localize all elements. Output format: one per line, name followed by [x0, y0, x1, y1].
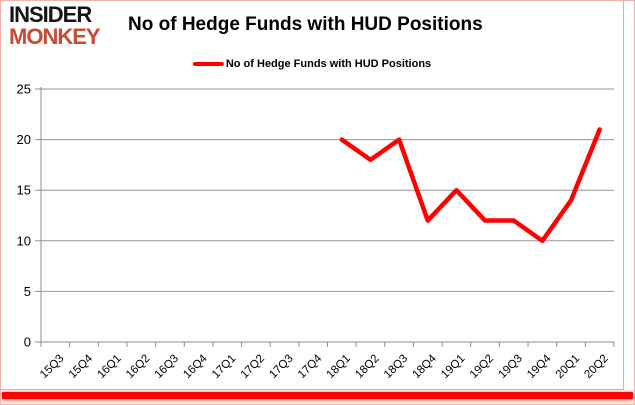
svg-text:17Q2: 17Q2 [239, 353, 267, 381]
svg-text:5: 5 [24, 284, 31, 299]
svg-text:18Q2: 18Q2 [353, 353, 381, 381]
chart-title: No of Hedge Funds with HUD Positions [128, 14, 483, 35]
insider-monkey-logo: INSIDER MONKEY [9, 2, 101, 49]
svg-text:20Q1: 20Q1 [554, 353, 582, 381]
svg-text:17Q3: 17Q3 [267, 353, 295, 381]
svg-text:20Q2: 20Q2 [582, 353, 610, 381]
legend-label: No of Hedge Funds with HUD Positions [225, 58, 432, 70]
svg-text:17Q4: 17Q4 [296, 352, 325, 381]
bottom-accent-bar [2, 392, 633, 399]
svg-text:16Q1: 16Q1 [95, 353, 123, 381]
chart-image: INSIDER MONKEY No of Hedge Funds with HU… [1, 1, 624, 390]
svg-text:18Q1: 18Q1 [325, 353, 353, 381]
svg-text:16Q2: 16Q2 [124, 353, 152, 381]
svg-text:15Q3: 15Q3 [38, 353, 66, 381]
svg-text:16Q4: 16Q4 [181, 352, 210, 381]
svg-text:16Q3: 16Q3 [153, 353, 181, 381]
svg-text:19Q1: 19Q1 [439, 353, 467, 381]
svg-text:10: 10 [17, 233, 31, 248]
svg-text:19Q4: 19Q4 [525, 352, 554, 381]
chart-legend: No of Hedge Funds with HUD Positions [192, 58, 432, 70]
legend-line-marker [192, 61, 224, 67]
svg-text:18Q3: 18Q3 [382, 353, 410, 381]
svg-text:15Q4: 15Q4 [67, 352, 96, 381]
svg-text:19Q2: 19Q2 [468, 353, 496, 381]
logo-line-monkey: MONKEY [9, 24, 101, 49]
logo-line-insider: INSIDER [9, 2, 92, 27]
svg-text:20: 20 [17, 132, 31, 147]
svg-text:15: 15 [17, 183, 31, 198]
svg-text:19Q3: 19Q3 [496, 353, 524, 381]
svg-text:0: 0 [24, 335, 31, 350]
svg-text:18Q4: 18Q4 [411, 352, 440, 381]
svg-text:17Q1: 17Q1 [210, 353, 238, 381]
svg-text:25: 25 [17, 82, 31, 97]
